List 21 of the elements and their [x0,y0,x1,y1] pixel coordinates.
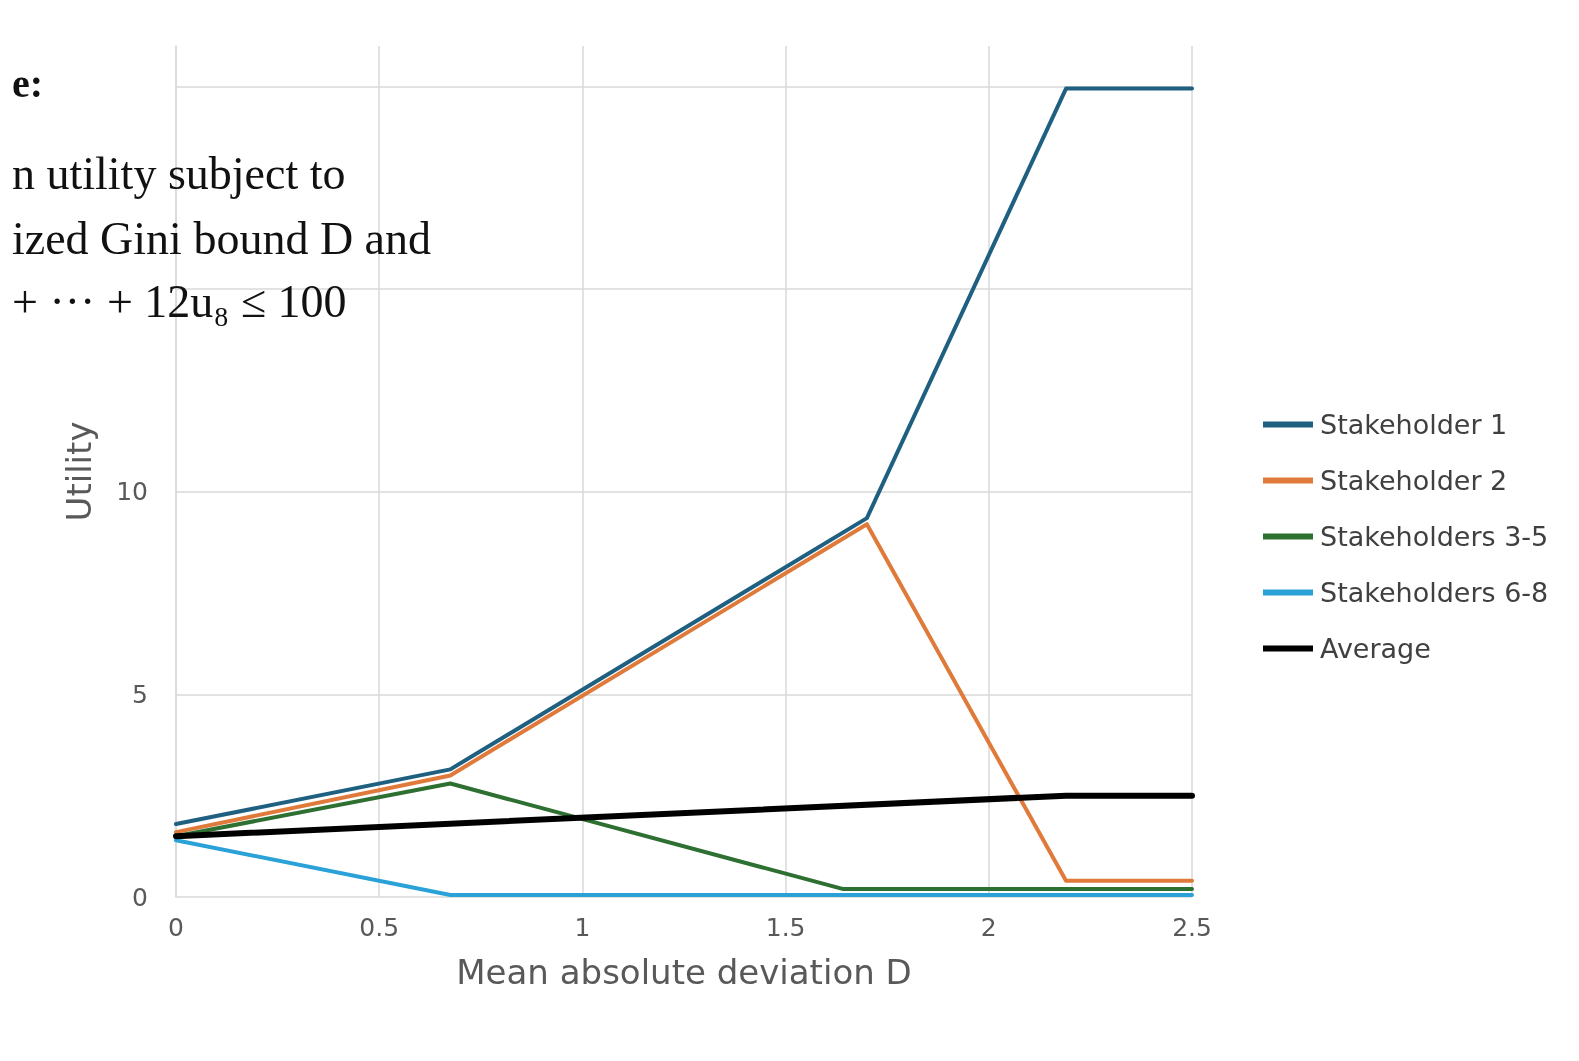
legend-label: Stakeholder 1 [1320,409,1508,440]
legend-label: Stakeholder 2 [1320,465,1508,496]
y-tick-label: 5 [132,679,148,709]
annotation: ized Gini bound D and [12,212,432,264]
text: e: [12,60,44,106]
x-tick-label: 0.5 [359,913,400,942]
annotation: + ··· + 12u₈ ≤ 100 [12,275,347,327]
y-axis-title: Utility [59,421,99,522]
x-tick-label: 1.5 [765,913,806,942]
line-series [174,522,1194,883]
x-tick-label: 0 [168,913,184,942]
annotation: n utility subject to [12,147,346,199]
y-tick-label: 0 [132,882,148,912]
x-tick-label: 1 [574,913,591,942]
y-tick-label: 10 [116,477,148,507]
x-tick-label: 2 [980,913,997,942]
x-axis-title: Mean absolute deviation D [456,952,912,992]
legend-label: Stakeholders 6-8 [1320,577,1549,608]
legend-label: Stakeholders 3-5 [1320,521,1549,552]
x-tick-label: 2.5 [1172,913,1212,942]
legend-label: Average [1320,633,1431,664]
